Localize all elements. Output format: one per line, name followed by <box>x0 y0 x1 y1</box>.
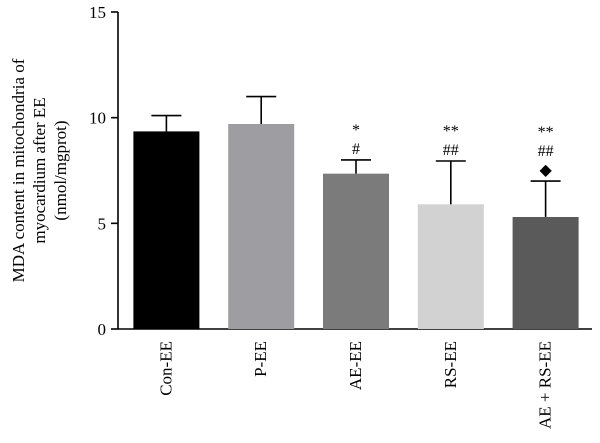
y-tick-label: 10 <box>89 109 106 128</box>
significance-mark: ** <box>538 124 554 141</box>
significance-annotations: # * ## ** ◆ ## ** <box>352 122 554 179</box>
y-axis-label: MDA content in mitochondria of myocardium… <box>9 58 70 282</box>
category-label: AE + RS-EE <box>536 341 555 429</box>
significance-mark: ## <box>443 142 459 159</box>
bar <box>228 124 295 329</box>
category-label: Con-EE <box>156 341 175 396</box>
error-bars <box>151 95 561 217</box>
y-tick-label: 5 <box>98 214 107 233</box>
bar <box>512 216 579 329</box>
category-label: RS-EE <box>441 341 460 388</box>
significance-mark: ** <box>443 123 459 140</box>
significance-mark: * <box>352 122 360 139</box>
y-axis: 0 5 10 15 <box>89 3 119 339</box>
significance-mark: ◆ <box>539 162 552 179</box>
significance-mark: ## <box>538 143 554 160</box>
bar <box>417 204 484 329</box>
y-axis-label-line: (nmol/mgprot) <box>51 120 70 220</box>
category-labels: Con-EE P-EE AE-EE RS-EE AE + RS-EE <box>156 341 554 429</box>
y-axis-label-line: MDA content in mitochondria of <box>9 58 28 282</box>
y-tick-label: 0 <box>98 320 107 339</box>
bars <box>133 124 579 329</box>
significance-mark: # <box>352 141 360 158</box>
bar <box>323 173 389 329</box>
category-label: P-EE <box>251 341 270 377</box>
y-axis-label-line: myocardium after EE <box>30 97 49 243</box>
y-tick-label: 15 <box>89 3 106 22</box>
bar <box>133 131 200 329</box>
category-label: AE-EE <box>346 341 365 390</box>
